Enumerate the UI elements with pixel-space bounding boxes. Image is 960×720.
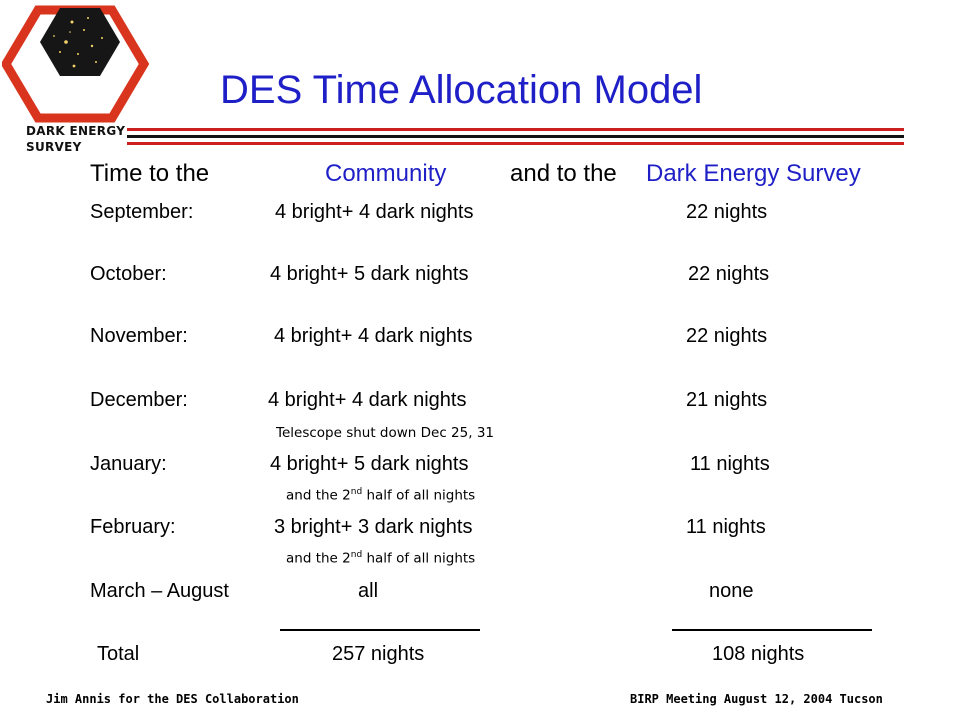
header-middle: and to the	[510, 160, 617, 187]
total-community: 257 nights	[332, 643, 425, 665]
row-october-month: October:	[90, 263, 167, 285]
row-march-august-des: none	[709, 580, 754, 602]
row-february-community: 3 bright+ 3 dark nights	[274, 516, 473, 538]
row-february-month: February:	[90, 516, 176, 538]
row-february-note: and the 2nd half of all nights	[286, 550, 476, 567]
row-november-month: November:	[90, 325, 188, 347]
total-underline-des	[672, 629, 872, 631]
total-des: 108 nights	[712, 643, 805, 665]
row-january-month: January:	[90, 453, 167, 475]
row-march-august-community: all	[358, 580, 379, 602]
row-october-community: 4 bright+ 5 dark nights	[270, 263, 469, 285]
row-january-note: and the 2nd half of all nights	[286, 487, 476, 504]
header-prefix: Time to the	[90, 160, 210, 187]
row-december-month: December:	[90, 389, 188, 411]
row-february-des: 11 nights	[686, 516, 766, 538]
row-september-community: 4 bright+ 4 dark nights	[275, 201, 474, 223]
row-october-des: 22 nights	[688, 263, 770, 285]
footer-right: BIRP Meeting August 12, 2004 Tucson	[630, 692, 883, 706]
row-january-community: 4 bright+ 5 dark nights	[270, 453, 469, 475]
logo-text-line1: DARK ENERGY	[26, 124, 126, 138]
row-december-community: 4 bright+ 4 dark nights	[268, 389, 467, 411]
row-november-community: 4 bright+ 4 dark nights	[274, 325, 473, 347]
rule-black	[127, 135, 904, 138]
header-community: Community	[325, 160, 447, 187]
row-september-des: 22 nights	[686, 201, 768, 223]
row-december-note: Telescope shut down Dec 25, 31	[276, 425, 494, 441]
page-title: DES Time Allocation Model	[220, 68, 703, 112]
row-september-month: September:	[90, 201, 194, 223]
row-november-des: 22 nights	[686, 325, 768, 347]
des-logo	[2, 5, 150, 123]
logo-galaxies	[53, 17, 103, 68]
rule-red-bottom	[127, 142, 904, 145]
logo-text-line2: SURVEY	[26, 140, 82, 154]
row-march-august-month: March – August	[90, 580, 229, 602]
header-des: Dark Energy Survey	[646, 160, 861, 187]
rule-red-top	[127, 128, 904, 131]
total-underline-community	[280, 629, 480, 631]
row-january-des: 11 nights	[690, 453, 770, 475]
row-december-des: 21 nights	[686, 389, 768, 411]
total-label: Total	[97, 643, 140, 665]
footer-left: Jim Annis for the DES Collaboration	[46, 692, 299, 706]
logo-hexagon	[40, 8, 120, 76]
logo-ring	[2, 5, 150, 123]
